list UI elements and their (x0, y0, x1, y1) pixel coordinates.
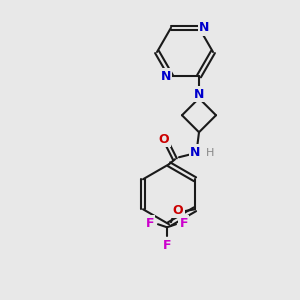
Text: O: O (173, 204, 183, 217)
Text: F: F (180, 217, 188, 230)
Text: N: N (199, 21, 209, 34)
Text: N: N (194, 88, 204, 101)
Text: H: H (206, 148, 214, 158)
Text: N: N (161, 70, 171, 83)
Text: F: F (146, 217, 154, 230)
Text: N: N (190, 146, 200, 159)
Text: O: O (159, 133, 169, 146)
Text: F: F (163, 239, 171, 252)
